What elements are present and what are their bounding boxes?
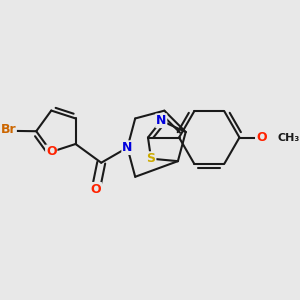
Text: S: S	[147, 152, 156, 165]
Text: O: O	[91, 183, 101, 196]
Text: N: N	[156, 114, 166, 127]
Text: O: O	[46, 146, 57, 158]
Text: N: N	[122, 141, 133, 154]
Text: O: O	[256, 131, 266, 144]
Text: CH₃: CH₃	[278, 133, 300, 142]
Text: Br: Br	[0, 123, 16, 136]
